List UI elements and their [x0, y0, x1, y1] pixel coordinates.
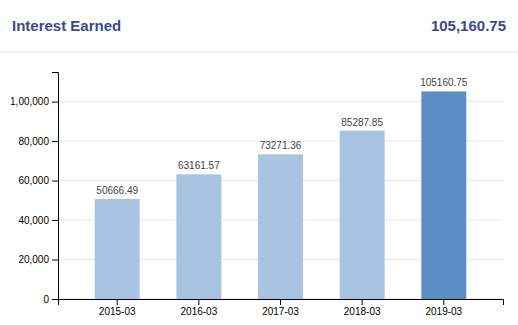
title: Interest Earned: [12, 17, 121, 34]
bar: [95, 199, 140, 299]
data-label: 85287.85: [341, 117, 383, 128]
data-labels: 50666.49 63161.57 73271.36 85287.85 105160.7…: [96, 77, 468, 196]
tick: 0: [43, 294, 58, 305]
chart: Interest Earned 105,160.75 50666.49 63161.5…: [0, 0, 518, 325]
tick-label: 2017-03: [262, 306, 299, 317]
tick: 80,000: [18, 136, 58, 147]
data-label: 63161.57: [178, 160, 220, 171]
tick: 2015-03: [99, 299, 136, 317]
tick-label: 0: [43, 294, 49, 305]
y-axis: 0 20,000 40,000 60,000 80,000 1,00,000: [10, 73, 58, 305]
separator: [0, 52, 518, 53]
bar: [176, 174, 221, 299]
tick: 2018-03: [344, 299, 381, 317]
tick-mark: [362, 299, 363, 305]
bar: [340, 131, 385, 299]
tick-label: 1,00,000: [10, 96, 49, 107]
data-label: 73271.36: [260, 140, 302, 151]
tick: 2019-03: [425, 299, 462, 317]
axis-line: [59, 300, 504, 306]
tick-mark: [280, 299, 281, 305]
tick: 40,000: [18, 215, 58, 226]
tick: 2017-03: [262, 299, 299, 317]
tick-mark: [117, 299, 118, 305]
data-label: 105160.75: [420, 77, 468, 88]
tick-label: 2019-03: [425, 306, 462, 317]
tick-mark: [443, 299, 444, 305]
tick-label: 2015-03: [99, 306, 136, 317]
plot: 50666.49 63161.57 73271.36 85287.85 105160.7…: [10, 73, 503, 318]
tick-mark: [52, 299, 58, 300]
tick-mark: [198, 299, 199, 305]
tick-mark: [52, 181, 58, 182]
bar: [258, 154, 303, 299]
tick: 20,000: [18, 254, 58, 265]
x-axis: 2015-03 2016-03 2017-03 2018-03 2019-03: [59, 299, 504, 317]
tick-label: 20,000: [18, 254, 49, 265]
tick: 2016-03: [180, 299, 217, 317]
tick-label: 2018-03: [344, 306, 381, 317]
bar: [421, 91, 466, 299]
tick-mark: [52, 220, 58, 221]
bars: [95, 91, 467, 299]
tick-mark: [52, 102, 58, 103]
tick-mark: [52, 260, 58, 261]
axis-line: [52, 73, 59, 300]
tick: 60,000: [18, 175, 58, 186]
subtitle: 105,160.75: [431, 17, 506, 34]
tick-label: 60,000: [18, 175, 49, 186]
tick-label: 40,000: [18, 215, 49, 226]
tick: 1,00,000: [10, 96, 58, 107]
tick-label: 2016-03: [180, 306, 217, 317]
data-label: 50666.49: [96, 185, 138, 196]
tick-mark: [52, 141, 58, 142]
tick-label: 80,000: [18, 136, 49, 147]
